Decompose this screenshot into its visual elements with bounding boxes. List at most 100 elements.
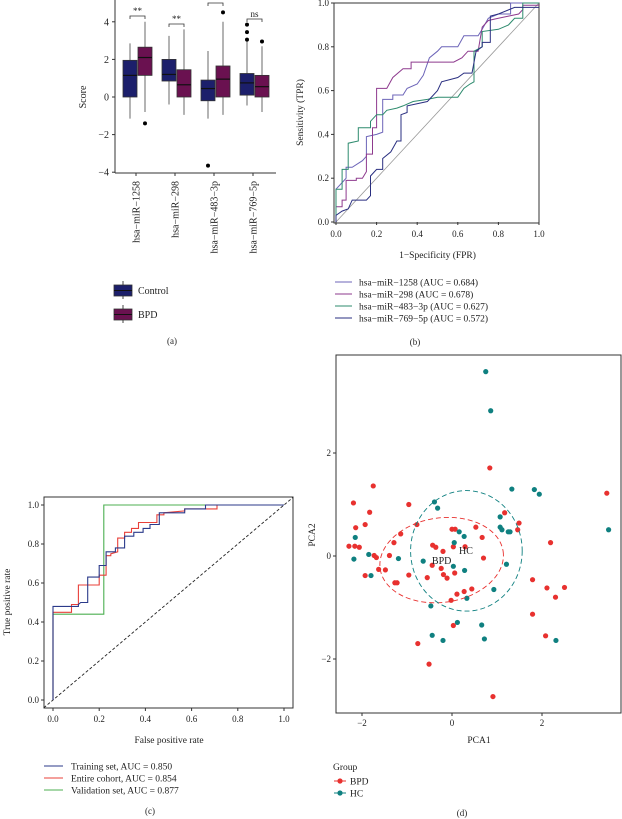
legend-label: BPD	[350, 778, 369, 788]
box	[122, 59, 138, 98]
point-hc	[429, 632, 435, 638]
panel-d-pca: −2 0 2 −2 0 2 BPD BPD HC HC Group PCA1 PCA2 (d)	[308, 354, 622, 818]
significance-bracket	[129, 15, 146, 19]
y-tick-label: −4	[98, 168, 109, 179]
point-hc	[428, 603, 434, 609]
x-tick-label: 0.6	[186, 714, 198, 724]
point-bpd	[346, 543, 352, 549]
point-hc	[606, 527, 612, 533]
point-bpd	[415, 640, 421, 647]
point-hc	[451, 540, 457, 546]
x-axis-label: 1−Specificity (FPR)	[399, 250, 476, 261]
point-bpd	[469, 586, 475, 592]
point-bpd	[373, 554, 379, 561]
plot-frame	[43, 496, 294, 709]
point-bpd	[516, 520, 522, 526]
x-tick-label: 0.2	[94, 714, 105, 724]
point-hc	[366, 551, 372, 558]
legend-label: hsa−miR−769−5p (AUC = 0.572)	[359, 314, 488, 325]
box	[137, 46, 153, 76]
point-hc	[553, 637, 559, 644]
group-label-hc: HC	[459, 546, 473, 557]
y-axis-label: Sensitivity (TPR)	[295, 79, 306, 146]
box-bpd-1	[176, 29, 192, 115]
y-tick-label: −2	[321, 654, 331, 664]
point-bpd	[515, 527, 521, 533]
point-bpd	[398, 531, 404, 537]
point-hc	[531, 486, 537, 493]
x-tick-label: 0.8	[232, 714, 244, 724]
point-bpd	[438, 565, 444, 571]
point-hc	[464, 595, 470, 601]
box-control-3	[239, 22, 255, 106]
point-bpd	[394, 580, 400, 586]
point-bpd	[452, 526, 458, 532]
point-bpd	[502, 510, 508, 516]
y-tick-label: 0.0	[28, 695, 40, 705]
point-bpd	[454, 591, 460, 597]
point-bpd	[353, 525, 359, 531]
y-tick-label: 0.8	[318, 42, 330, 52]
plot-frame	[335, 354, 622, 714]
x-tick-label: 0.0	[47, 714, 59, 724]
legend-label: HC	[350, 790, 363, 800]
legend-marker	[337, 778, 343, 784]
point-bpd	[440, 571, 447, 578]
point-bpd	[452, 570, 458, 576]
significance-bracket	[207, 2, 224, 6]
x-tick-label: −2	[357, 718, 367, 728]
y-tick-label: 0.0	[318, 217, 330, 227]
x-tick-label: 0	[450, 718, 455, 728]
y-tick-label: 0.6	[318, 86, 330, 96]
point-hc	[479, 622, 485, 628]
y-tick-label: 2	[327, 448, 332, 458]
point-bpd	[529, 577, 536, 583]
point-bpd	[444, 575, 450, 581]
legend-label: hsa−miR−483−3p (AUC = 0.627)	[359, 302, 488, 313]
point-hc	[488, 408, 494, 414]
panel-label: (d)	[457, 808, 468, 818]
box	[176, 69, 192, 98]
y-tick-label: 0.8	[28, 539, 40, 549]
x-tick-label: 0.2	[371, 229, 382, 239]
point-bpd	[426, 661, 432, 667]
point-bpd	[490, 693, 496, 700]
panel-label: (a)	[167, 336, 177, 346]
point-bpd	[604, 490, 610, 496]
x-tick-label: 0.6	[452, 229, 464, 239]
legend-label: Control	[138, 286, 169, 297]
point-bpd	[462, 544, 468, 550]
y-tick-label: 2	[104, 55, 109, 66]
legend-label: Validation set, AUC = 0.877	[71, 787, 179, 797]
legend-label: hsa−miR−1258 (AUC = 0.684)	[359, 278, 478, 289]
box-bpd-3	[254, 39, 270, 113]
point-bpd	[367, 509, 373, 515]
box-bpd-2	[215, 10, 231, 115]
outlier-point	[260, 39, 264, 44]
x-tick-label: hsa−miR−769−5p	[249, 181, 260, 253]
point-bpd	[362, 572, 368, 579]
x-tick-label: hsa−miR−298	[171, 181, 182, 238]
point-bpd	[479, 534, 485, 541]
point-bpd	[544, 585, 550, 591]
point-bpd	[561, 584, 568, 591]
y-tick-label: −2	[98, 130, 109, 141]
panel-label: (c)	[145, 806, 155, 816]
roc-curve-2	[335, 2, 539, 222]
y-tick-label: 0	[104, 93, 109, 104]
legend-label: hsa−miR−298 (AUC = 0.678)	[359, 290, 473, 301]
y-tick-label: 1.0	[28, 500, 40, 510]
y-tick-label: 0.2	[318, 173, 329, 183]
outlier-point	[221, 10, 225, 15]
point-bpd	[450, 622, 456, 629]
panel-a-boxplot: −4 −2 0 2 4 Score hsa−miR−1258 hsa−miR−298 hsa−m…	[78, 0, 276, 346]
point-hc	[395, 555, 402, 562]
point-hc	[440, 637, 446, 644]
point-bpd	[487, 465, 493, 471]
point-bpd	[547, 540, 554, 546]
significance-label: **	[133, 6, 143, 16]
point-hc	[499, 527, 505, 533]
point-bpd	[433, 544, 439, 550]
